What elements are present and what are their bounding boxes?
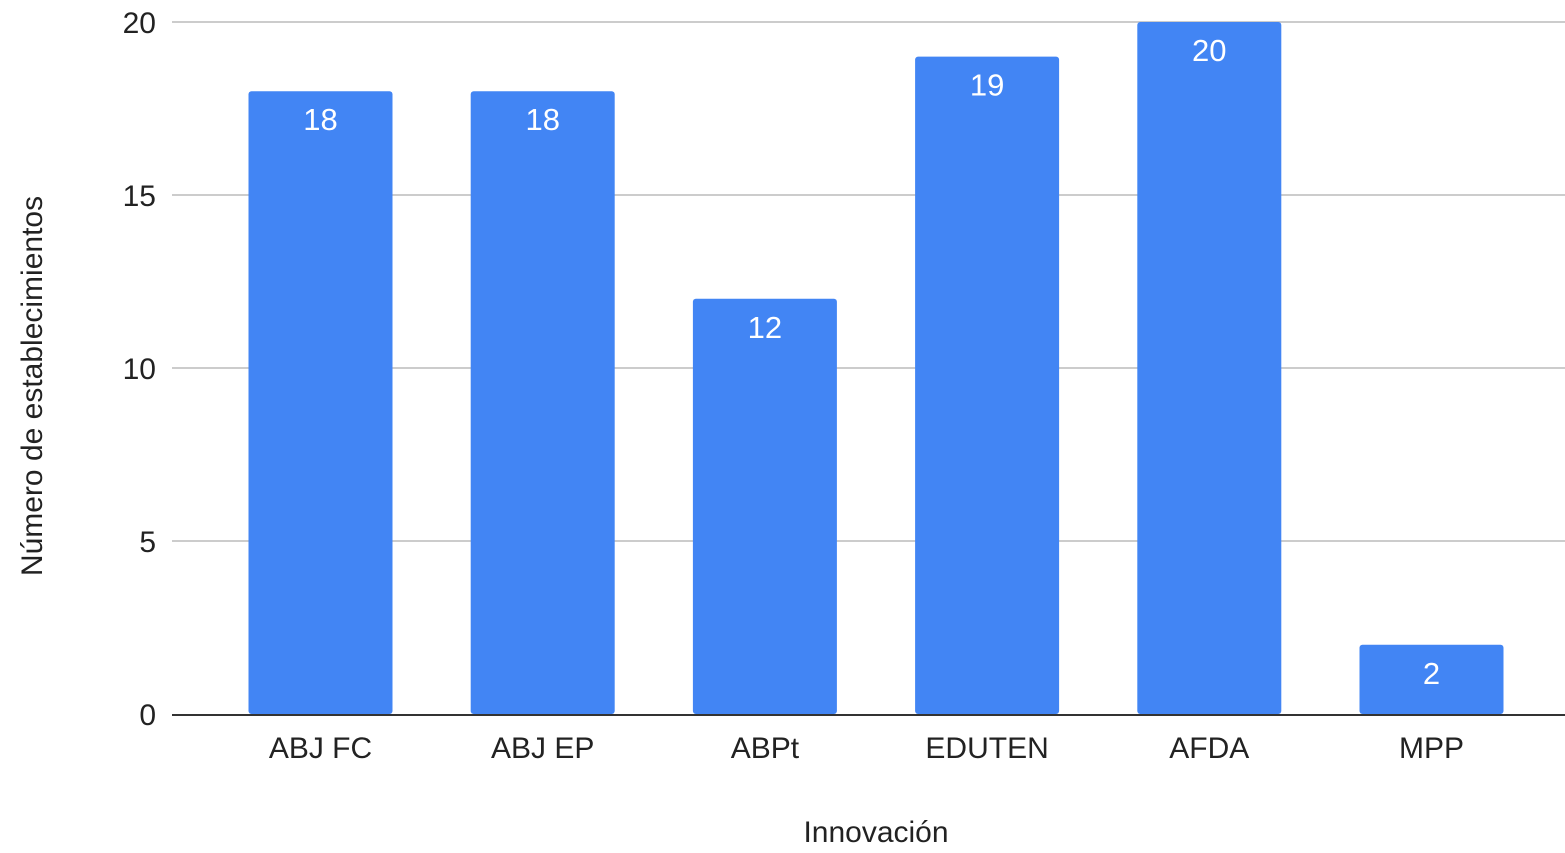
- x-category-label: ABJ FC: [269, 732, 372, 765]
- bar[interactable]: [248, 91, 393, 714]
- y-tick-label: 20: [123, 7, 156, 40]
- bar[interactable]: [692, 298, 837, 714]
- y-tick-label: 15: [123, 180, 156, 213]
- y-tick-label: 5: [139, 526, 156, 559]
- bar[interactable]: [1359, 644, 1504, 714]
- bar-data-label: 12: [748, 310, 782, 345]
- y-tick-label: 10: [123, 353, 156, 386]
- x-category-label: ABPt: [731, 732, 800, 765]
- bar-data-label: 20: [1192, 33, 1226, 68]
- x-category-label: ABJ EP: [491, 732, 594, 765]
- y-tick-label: 0: [139, 699, 156, 732]
- x-category-label: AFDA: [1169, 732, 1249, 765]
- bar[interactable]: [915, 56, 1060, 715]
- x-category-label: MPP: [1399, 732, 1464, 765]
- bar-data-label: 18: [303, 102, 337, 137]
- labels: 0 5 10 15 20 18 ABJ FC 18 ABJ EP 12 ABPt 19 EDUTEN 20…: [123, 7, 1464, 765]
- gridlines: [172, 21, 1565, 542]
- y-axis-title: Número de establecimientos: [16, 196, 49, 576]
- bar[interactable]: [1137, 22, 1282, 714]
- bar-data-label: 2: [1423, 656, 1440, 691]
- x-axis-title: Innovación: [803, 816, 948, 848]
- x-category-label: EDUTEN: [925, 732, 1048, 765]
- bars: [248, 22, 1504, 715]
- bar-data-label: 18: [525, 102, 559, 137]
- bar[interactable]: [470, 91, 615, 714]
- bar-data-label: 19: [970, 68, 1004, 103]
